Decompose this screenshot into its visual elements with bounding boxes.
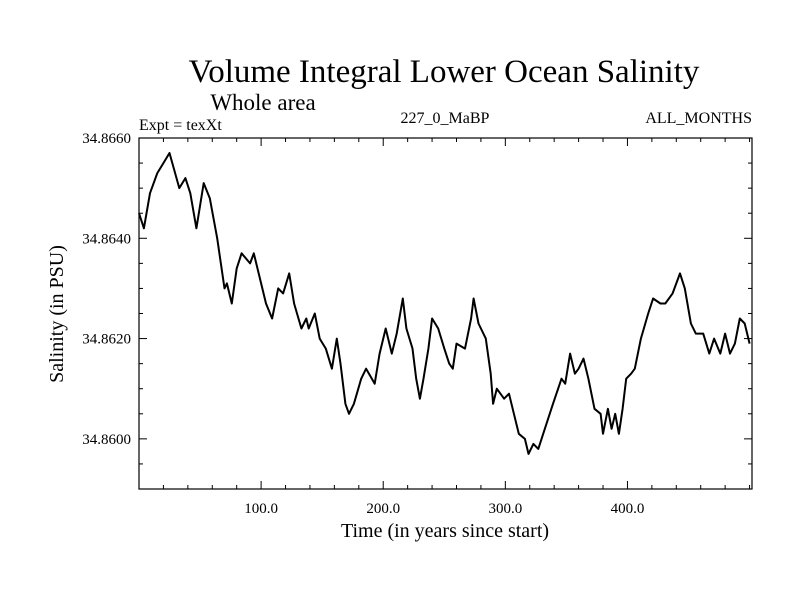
x-axis-label: Time (in years since start): [341, 520, 549, 542]
x-tick-label: 300.0: [488, 501, 522, 517]
chart-title: Volume Integral Lower Ocean Salinity: [189, 54, 700, 90]
y-axis-label: Salinity (in PSU): [46, 245, 68, 383]
y-tick-label: 34.8600: [82, 432, 131, 448]
axis-ticks: [139, 138, 752, 489]
months-label: ALL_MONTHS: [645, 110, 752, 127]
plot-frame: [138, 137, 753, 490]
x-tick-label: 200.0: [366, 501, 400, 517]
x-tick-label: 100.0: [244, 501, 278, 517]
salinity-series-line: [138, 152, 751, 455]
experiment-label: Expt = texXt: [139, 117, 222, 134]
y-tick-label: 34.8640: [82, 231, 131, 247]
period-label: 227_0_MaBP: [401, 110, 490, 127]
y-tick-label: 34.8620: [82, 332, 131, 348]
x-tick-label: 400.0: [611, 501, 645, 517]
axis-tick-labels: 100.0 200.0 300.0 400.0 34.8600 34.8620 34.864…: [82, 131, 644, 517]
y-tick-label: 34.8660: [82, 131, 131, 147]
chart-subtitle: Whole area: [210, 90, 315, 115]
